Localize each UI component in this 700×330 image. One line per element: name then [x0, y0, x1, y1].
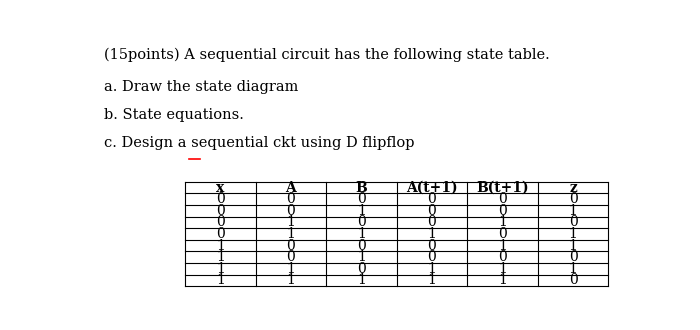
Text: 0: 0 [286, 250, 295, 264]
Text: (15points) A sequential circuit has the following state table.: (15points) A sequential circuit has the … [104, 47, 550, 62]
Text: 0: 0 [428, 250, 436, 264]
Text: B(t+1): B(t+1) [476, 181, 528, 195]
Text: 0: 0 [568, 273, 578, 287]
Text: 1: 1 [357, 204, 366, 218]
Text: 1: 1 [216, 239, 225, 252]
Text: 1: 1 [568, 227, 578, 241]
Text: 1: 1 [216, 273, 225, 287]
Text: 0: 0 [428, 215, 436, 229]
Text: 1: 1 [568, 239, 578, 252]
Text: 0: 0 [216, 204, 225, 218]
Text: 0: 0 [428, 192, 436, 206]
Text: 0: 0 [286, 204, 295, 218]
Text: 0: 0 [216, 215, 225, 229]
Text: 1: 1 [568, 204, 578, 218]
Text: 0: 0 [568, 215, 578, 229]
Text: 0: 0 [568, 192, 578, 206]
Text: 1: 1 [357, 273, 366, 287]
Text: 1: 1 [498, 215, 507, 229]
Text: 1: 1 [286, 262, 295, 276]
Text: 1: 1 [357, 227, 366, 241]
Text: 0: 0 [357, 215, 366, 229]
Text: 1: 1 [568, 262, 578, 276]
Text: 1: 1 [428, 262, 436, 276]
Text: 1: 1 [216, 250, 225, 264]
Text: 0: 0 [498, 227, 507, 241]
Text: 1: 1 [498, 239, 507, 252]
Text: A(t+1): A(t+1) [406, 181, 458, 195]
Text: 0: 0 [286, 239, 295, 252]
Text: 1: 1 [498, 273, 507, 287]
Text: 0: 0 [428, 204, 436, 218]
Text: a. Draw the state diagram: a. Draw the state diagram [104, 80, 298, 94]
Text: A: A [286, 181, 296, 195]
Text: 0: 0 [498, 204, 507, 218]
Text: 1: 1 [286, 227, 295, 241]
Text: x: x [216, 181, 225, 195]
Text: 1: 1 [498, 262, 507, 276]
Text: 1: 1 [357, 250, 366, 264]
Text: 1: 1 [286, 273, 295, 287]
Text: 0: 0 [498, 250, 507, 264]
Text: 1: 1 [286, 215, 295, 229]
Text: 0: 0 [428, 239, 436, 252]
Text: 0: 0 [286, 192, 295, 206]
Text: 0: 0 [216, 227, 225, 241]
Text: 0: 0 [568, 250, 578, 264]
Text: b. State equations.: b. State equations. [104, 108, 244, 122]
Text: B: B [356, 181, 368, 195]
Text: 0: 0 [498, 192, 507, 206]
Text: 0: 0 [357, 262, 366, 276]
Text: 1: 1 [428, 273, 436, 287]
Text: 1: 1 [428, 227, 436, 241]
Text: 1: 1 [216, 262, 225, 276]
Text: z: z [569, 181, 577, 195]
Text: 0: 0 [216, 192, 225, 206]
Text: 0: 0 [357, 239, 366, 252]
Text: c. Design a sequential ckt using D flipflop: c. Design a sequential ckt using D flipf… [104, 136, 414, 150]
Text: 0: 0 [357, 192, 366, 206]
